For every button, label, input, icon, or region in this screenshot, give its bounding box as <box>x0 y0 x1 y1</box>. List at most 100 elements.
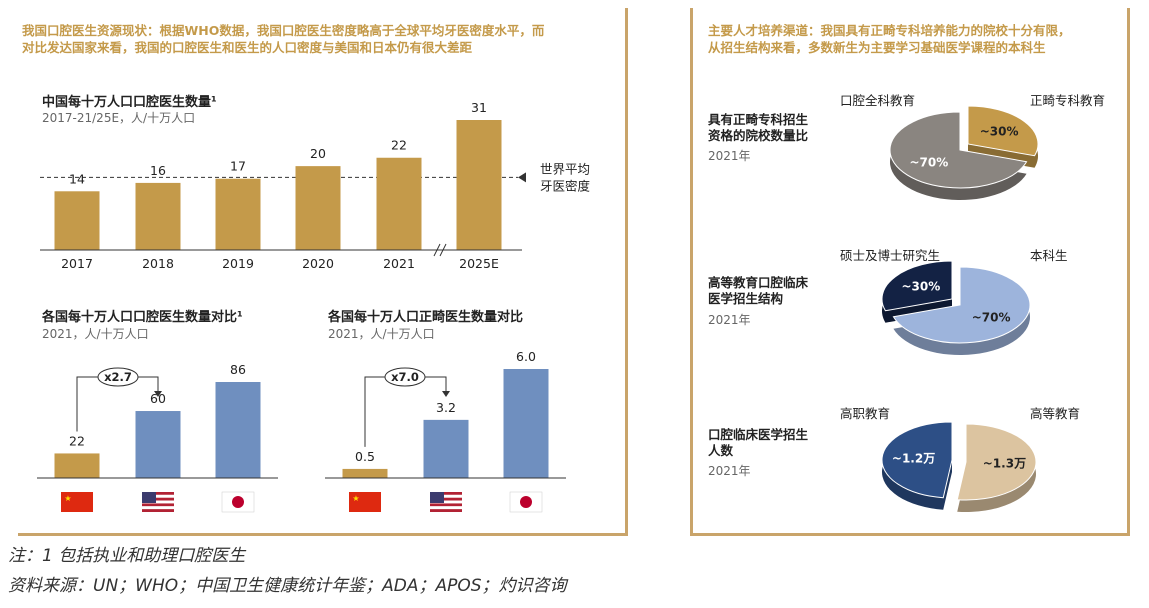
pie-slice <box>881 260 953 312</box>
pies-svg: ~70% ~30% ~30% ~70% ~1.2万 ~1.3万 <box>881 105 1039 512</box>
axis-break-mark <box>433 243 441 257</box>
bar-value-label: 31 <box>471 100 487 115</box>
bar <box>54 191 100 250</box>
chart1-svg: 世界平均牙医密度14201716201817201920202022202131… <box>40 100 591 271</box>
row1-left-label: 口腔全科教育 <box>840 93 916 108</box>
chart1-title: 中国每十万人口口腔医生数量¹ <box>42 95 217 110</box>
reference-label: 牙医密度 <box>540 178 591 193</box>
row3-title-line1: 口腔临床医学招生 <box>708 427 809 442</box>
us-flag-stripe <box>430 503 462 507</box>
multiplier-text: x2.7 <box>104 370 132 384</box>
us-flag-icon <box>142 492 156 503</box>
bar <box>135 411 181 478</box>
multiplier-arrow <box>154 391 162 397</box>
chart1-subtitle: 2017-21/25E，人/十万人口 <box>42 111 196 125</box>
row3-left-label: 高职教育 <box>840 406 891 421</box>
row3-right-label: 高等教育 <box>1030 406 1081 421</box>
row1-right-label: 正畸专科教育 <box>1030 93 1106 108</box>
pie-slice-label: ~70% <box>972 310 1011 324</box>
bar-value-label: 86 <box>230 362 246 377</box>
chart3-subtitle: 2021，人/十万人口 <box>328 327 435 341</box>
pie-slice-label: ~1.3万 <box>983 456 1026 470</box>
row2-left-label: 硕士及博士研究生 <box>840 248 941 263</box>
pie-slice <box>881 421 953 499</box>
chart3-title: 各国每十万人口正畸医生数量对比 <box>328 310 524 325</box>
pie-slice <box>967 105 1039 157</box>
bar-value-label: 20 <box>310 146 326 161</box>
us-flag-stripe <box>142 500 174 504</box>
multiplier-arrow <box>442 391 450 397</box>
bar <box>295 166 341 250</box>
bar-value-label: 22 <box>69 433 85 448</box>
us-flag-stripe <box>430 497 462 501</box>
row1-title-line2: 资格的院校数量比 <box>708 128 809 143</box>
bar <box>342 468 388 478</box>
bar <box>456 120 502 250</box>
left-headline-line1: 我国口腔医生资源现状：根据WHO数据，我国口腔医生密度略高于全球平均牙医密度水平… <box>22 23 545 38</box>
flag-star-icon: ★ <box>352 494 359 503</box>
row2-year: 2021年 <box>708 313 751 327</box>
china-flag-icon <box>349 492 381 512</box>
chart2-svg: x2.7 22 ★ 60 86 <box>37 362 278 513</box>
bar <box>215 382 261 478</box>
bar <box>423 419 469 478</box>
us-flag-stripe <box>142 494 174 498</box>
us-flag-stripe <box>142 509 174 512</box>
pie-slice-label: ~1.2万 <box>892 452 935 466</box>
left-headline-line2: 对比发达国家来看，我国的口腔医生和医生的人口密度与美国和日本仍有很大差距 <box>22 40 473 55</box>
pie-slice <box>892 266 1031 344</box>
pie-slice-label: ~30% <box>980 125 1019 139</box>
japan-flag-sun <box>520 496 532 508</box>
reference-arrow <box>518 172 526 183</box>
x-tick-label: 2025E <box>459 256 499 271</box>
us-flag-stripe <box>430 494 462 498</box>
bar-value-label: 0.5 <box>355 449 375 464</box>
axis-break-mark <box>439 243 447 257</box>
us-flag-stripe <box>142 492 174 495</box>
row1-title-line1: 具有正畸专科招生 <box>708 112 809 127</box>
bar <box>215 178 261 250</box>
row2-title-line2: 医学招生结构 <box>708 291 784 306</box>
bar-value-label: 16 <box>150 163 166 178</box>
pie-slice <box>889 111 1028 189</box>
source-note: 资料来源：UN；WHO；中国卫生健康统计年鉴；ADA；APOS；灼识咨询 <box>8 576 567 596</box>
multiplier-badge <box>384 367 426 387</box>
us-flag-stripe <box>430 492 462 495</box>
flag-star-icon: ★ <box>64 494 71 503</box>
row2-right-label: 本科生 <box>1030 248 1068 263</box>
china-flag-icon <box>61 492 93 512</box>
chart2-title: 各国每十万人口口腔医生数量对比¹ <box>42 310 243 325</box>
reference-label: 世界平均 <box>540 161 590 176</box>
bar-value-label: 60 <box>150 391 166 406</box>
chart2-subtitle: 2021，人/十万人口 <box>42 327 149 341</box>
bar <box>135 182 181 250</box>
us-flag-stripe <box>430 509 462 512</box>
bar-value-label: 17 <box>230 159 246 174</box>
bar <box>54 453 100 478</box>
japan-flag-sun <box>232 496 244 508</box>
multiplier-text: x7.0 <box>391 370 419 384</box>
right-headline-line2: 从招生结构来看，多数新生为主要学习基础医学课程的本科生 <box>708 40 1046 55</box>
right-headline-line1: 主要人才培养渠道：我国具有正畸专科培养能力的院校十分有限， <box>708 23 1071 38</box>
multiplier-badge <box>97 367 139 387</box>
us-flag-stripe <box>142 497 174 501</box>
pie-slice <box>956 423 1037 501</box>
row3-title-line2: 人数 <box>708 443 734 458</box>
x-tick-label: 2020 <box>302 256 334 271</box>
bar <box>376 157 422 250</box>
footnote: 注：1 包括执业和助理口腔医生 <box>8 546 246 566</box>
bar <box>503 369 549 478</box>
bar-value-label: 22 <box>391 138 407 153</box>
bar-value-label: 14 <box>69 171 85 186</box>
x-tick-label: 2021 <box>383 256 415 271</box>
bar-value-label: 3.2 <box>436 400 456 415</box>
us-flag-icon <box>430 492 444 503</box>
pie-slice-label: ~70% <box>909 155 948 169</box>
us-flag-stripe <box>430 506 462 510</box>
x-tick-label: 2017 <box>61 256 93 271</box>
row2-title-line1: 高等教育口腔临床 <box>708 275 809 290</box>
chart3-svg: x7.0 0.5 ★ 3.2 6.0 <box>325 349 566 513</box>
us-flag-stripe <box>142 503 174 507</box>
row1-year: 2021年 <box>708 149 751 163</box>
row3-year: 2021年 <box>708 464 751 478</box>
